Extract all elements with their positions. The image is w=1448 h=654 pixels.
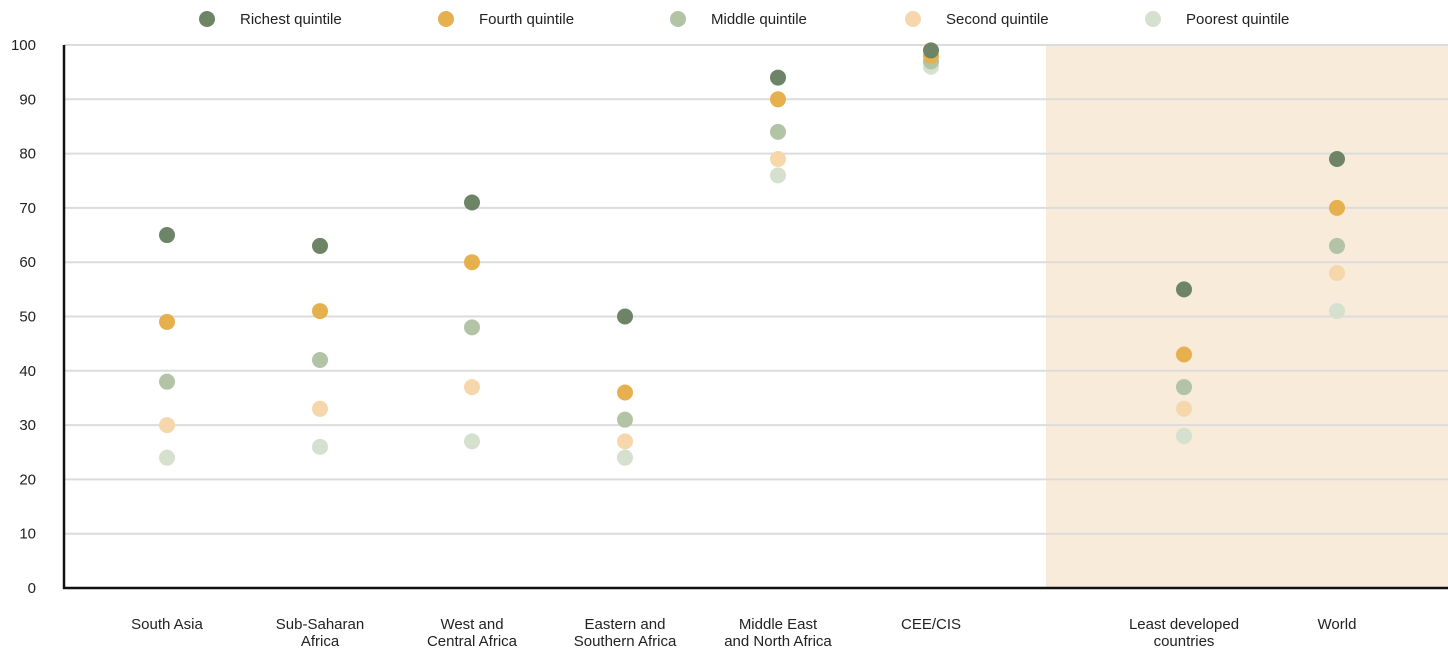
x-category-label-line: Central Africa — [427, 633, 518, 650]
data-point — [1176, 346, 1192, 363]
data-point — [1176, 400, 1192, 417]
legend-marker — [905, 11, 921, 27]
data-point — [617, 411, 633, 428]
x-category-label-line: Middle East — [739, 616, 818, 633]
data-point — [159, 373, 175, 390]
x-category-label: Middle East and North Africa — [724, 616, 832, 650]
x-category-label: South Asia — [131, 616, 203, 633]
x-category-label: CEE/CIS — [901, 616, 961, 633]
data-point — [312, 438, 328, 455]
legend-label: Poorest quintile — [1186, 11, 1289, 28]
data-point — [770, 167, 786, 184]
x-category-label-line: countries — [1154, 633, 1215, 650]
legend-marker — [438, 11, 454, 27]
y-tick-label: 100 — [11, 37, 36, 54]
x-category-label-line: Africa — [301, 633, 340, 650]
x-category-label-line: South Asia — [131, 616, 203, 633]
data-point — [464, 379, 480, 396]
y-tick-label: 20 — [19, 471, 36, 488]
data-point — [617, 308, 633, 325]
legend-label: Second quintile — [946, 11, 1049, 28]
legend-marker — [199, 11, 215, 27]
x-category-label: Eastern and Southern Africa — [574, 616, 677, 650]
data-point — [312, 351, 328, 368]
x-category-label-line: Southern Africa — [574, 633, 677, 650]
y-tick-label: 30 — [19, 417, 36, 434]
x-category-label-line: World — [1318, 616, 1357, 633]
data-point — [159, 227, 175, 244]
legend-marker — [1145, 11, 1161, 27]
x-category-label-line: and North Africa — [724, 633, 832, 650]
data-point — [1329, 303, 1345, 320]
data-point — [1329, 237, 1345, 254]
x-category-label: West and Central Africa — [427, 616, 518, 650]
axes — [62, 45, 1448, 590]
data-point — [1329, 265, 1345, 282]
x-category-labels: South Asia Sub-Saharan Africa West and Centr… — [131, 616, 1356, 650]
y-tick-label: 70 — [19, 200, 36, 217]
data-point — [159, 417, 175, 434]
y-tick-label: 50 — [19, 309, 36, 326]
legend-label: Middle quintile — [711, 11, 807, 28]
data-point — [617, 433, 633, 450]
data-point — [312, 400, 328, 417]
legend-label: Fourth quintile — [479, 11, 574, 28]
data-point — [159, 449, 175, 466]
y-tick-label: 80 — [19, 146, 36, 163]
data-point — [312, 237, 328, 254]
legend: Richest quintile Fourth quintile Middle qu… — [199, 11, 1289, 28]
data-point — [770, 69, 786, 86]
data-point — [464, 433, 480, 450]
data-point — [1329, 199, 1345, 216]
gridlines — [64, 44, 1448, 535]
data-point — [770, 123, 786, 140]
y-tick-label: 0 — [28, 580, 36, 597]
data-point — [1329, 151, 1345, 168]
x-category-label: World — [1318, 616, 1357, 633]
data-point — [159, 313, 175, 330]
data-point — [1176, 427, 1192, 444]
data-point — [923, 42, 939, 59]
data-points — [159, 42, 1345, 466]
x-category-label: Sub-Saharan Africa — [276, 616, 364, 650]
x-category-label-line: CEE/CIS — [901, 616, 961, 633]
data-point — [617, 449, 633, 466]
data-point — [464, 254, 480, 271]
legend-marker — [670, 11, 686, 27]
data-point — [617, 384, 633, 401]
y-tick-label: 90 — [19, 91, 36, 108]
data-point — [464, 319, 480, 336]
y-tick-labels: 0 10 20 30 40 50 60 70 80 90 100 — [11, 37, 36, 597]
y-tick-label: 10 — [19, 526, 36, 543]
legend-label: Richest quintile — [240, 11, 342, 28]
x-category-label-line: Least developed — [1129, 616, 1239, 633]
x-category-label-line: West and — [440, 616, 503, 633]
y-tick-label: 40 — [19, 363, 36, 380]
data-point — [1176, 379, 1192, 396]
x-category-label-line: Eastern and — [585, 616, 666, 633]
x-category-label: Least developed countries — [1129, 616, 1239, 650]
data-point — [770, 151, 786, 168]
data-point — [464, 194, 480, 211]
data-point — [770, 91, 786, 108]
data-point — [1176, 281, 1192, 298]
data-point — [312, 303, 328, 320]
y-tick-label: 60 — [19, 254, 36, 271]
x-category-label-line: Sub-Saharan — [276, 616, 364, 633]
